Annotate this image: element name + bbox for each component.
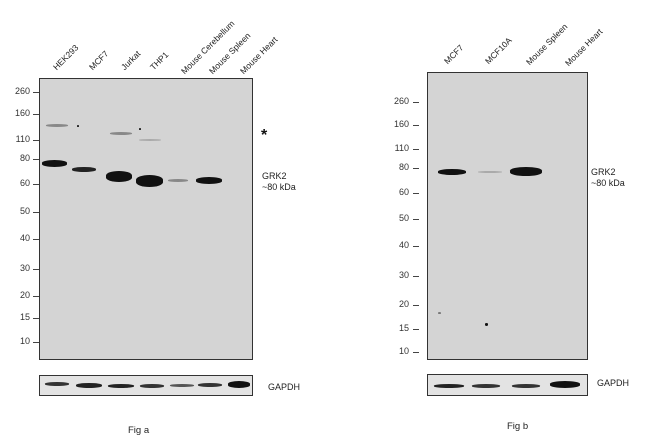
nonspecific-band bbox=[46, 124, 68, 127]
mw-marker: 15 bbox=[19, 312, 30, 322]
fig-b-gapdh-label: GAPDH bbox=[597, 378, 630, 388]
mw-marker: 20 bbox=[398, 299, 409, 309]
grk2-band bbox=[510, 167, 542, 176]
fig-b-band-name: GRK2 bbox=[591, 167, 616, 177]
grk2-band bbox=[72, 167, 96, 172]
mw-marker: 10 bbox=[398, 346, 409, 356]
grk2-band bbox=[478, 171, 502, 173]
fig-a-band-name: GRK2 bbox=[262, 171, 287, 181]
grk2-band bbox=[196, 177, 222, 184]
nonspecific-band bbox=[110, 132, 132, 135]
fig-b-gapdh-blot bbox=[427, 374, 588, 396]
mw-marker: 260 bbox=[393, 96, 409, 106]
mw-marker: 50 bbox=[19, 206, 30, 216]
fig-b-lane-label: MCF10A bbox=[482, 35, 514, 66]
fig-a-lane-label: MCF7 bbox=[86, 48, 111, 72]
nonspecific-star: * bbox=[261, 127, 268, 144]
mw-marker: 260 bbox=[14, 86, 30, 96]
fig-b-lane-label: MCF7 bbox=[441, 42, 466, 66]
fig-a-gapdh-label: GAPDH bbox=[268, 382, 301, 392]
fig-a-band-size: ~80 kDa bbox=[262, 182, 296, 192]
nonspecific-band bbox=[139, 139, 161, 141]
fig-b-band-label: GRK2 ~80 kDa bbox=[591, 167, 625, 189]
fig-a-lane-label: THP1 bbox=[147, 49, 171, 72]
fig-b-blot bbox=[427, 72, 588, 360]
grk2-band bbox=[168, 179, 188, 182]
mw-marker: 80 bbox=[19, 153, 30, 163]
mw-marker: 80 bbox=[398, 162, 409, 172]
grk2-band bbox=[106, 171, 132, 182]
fig-b-lane-label: Mouse Heart bbox=[562, 26, 605, 69]
mw-marker: 30 bbox=[398, 270, 409, 280]
grk2-band bbox=[42, 160, 67, 167]
grk2-band bbox=[438, 169, 466, 175]
fig-a-band-label: GRK2 ~80 kDa bbox=[262, 171, 296, 193]
mw-marker: 160 bbox=[393, 119, 409, 129]
fig-a-caption: Fig a bbox=[128, 425, 150, 436]
mw-marker: 50 bbox=[398, 213, 409, 223]
mw-marker: 160 bbox=[14, 108, 30, 118]
fig-a-blot bbox=[39, 78, 253, 360]
mw-marker: 15 bbox=[398, 323, 409, 333]
mw-marker: 30 bbox=[19, 263, 30, 273]
fig-b-band-size: ~80 kDa bbox=[591, 178, 625, 188]
mw-marker: 20 bbox=[19, 290, 30, 300]
fig-a-lane-label: HEK293 bbox=[50, 42, 81, 72]
mw-marker: 60 bbox=[19, 178, 30, 188]
mw-marker: 40 bbox=[398, 240, 409, 250]
mw-marker: 110 bbox=[15, 134, 30, 144]
mw-marker: 110 bbox=[394, 143, 409, 153]
fig-a-gapdh-blot bbox=[39, 375, 253, 396]
mw-marker: 10 bbox=[19, 336, 30, 346]
mw-marker: 60 bbox=[398, 187, 409, 197]
fig-a-lane-label: Jurkat bbox=[118, 48, 143, 72]
mw-marker: 40 bbox=[19, 233, 30, 243]
fig-b-caption: Fig b bbox=[507, 421, 529, 432]
grk2-band bbox=[136, 175, 163, 187]
